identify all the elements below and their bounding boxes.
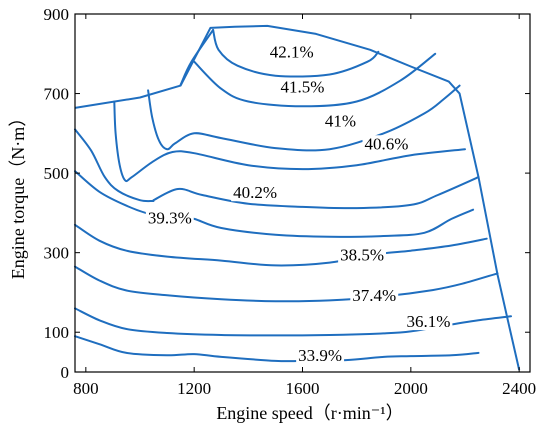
contour-line-40.2pct xyxy=(152,176,480,210)
contour-label-backdrop xyxy=(267,43,316,61)
x-tick-label: 2400 xyxy=(502,379,536,398)
contour-line-42.1pct xyxy=(212,28,380,78)
contour-label-backdrop xyxy=(338,246,387,264)
contour-line-41.5pct xyxy=(193,52,437,108)
x-tick-label: 800 xyxy=(73,379,99,398)
contour-line-38.5pct xyxy=(74,223,488,267)
y-tick-label: 300 xyxy=(44,244,70,263)
contour-label-backdrop xyxy=(362,135,411,153)
y-axis-title: Engine torque（N·m） xyxy=(8,109,28,279)
y-tick-label: 700 xyxy=(44,85,70,104)
y-tick-label: 900 xyxy=(44,5,70,24)
x-tick-label: 1200 xyxy=(177,379,211,398)
contour-label-backdrop xyxy=(145,209,194,227)
contour-lines xyxy=(74,24,521,371)
contour-label: 38.5% xyxy=(340,245,384,264)
contour-line-41.5pct xyxy=(179,28,215,86)
contour-label: 41.5% xyxy=(281,77,325,96)
max-torque-boundary xyxy=(74,24,521,371)
contour-label-backdrop xyxy=(296,346,345,364)
contour-label-backdrop xyxy=(404,313,453,331)
contour-labels: 42.1% 41.5%41% 40.6% 40.2% 39.3% 38.5% 37.4% 36… xyxy=(145,42,453,365)
contour-label: 40.6% xyxy=(364,134,408,153)
contour-label: 42.1% xyxy=(270,42,314,61)
contour-label: 33.9% xyxy=(298,346,342,365)
contour-line-37.4pct xyxy=(74,265,499,303)
contour-line-41pct xyxy=(147,84,461,152)
contour-line-39.3pct xyxy=(74,170,475,238)
x-tick-label: 1600 xyxy=(286,379,320,398)
contour-label: 41% xyxy=(325,112,356,131)
y-tick-label: 500 xyxy=(44,164,70,183)
contour-line-40.6pct xyxy=(113,100,466,183)
contour-label: 39.3% xyxy=(148,209,192,228)
contour-label-backdrop xyxy=(231,184,280,202)
contour-line-40.2pct xyxy=(74,128,155,203)
contour-label-backdrop xyxy=(278,78,327,96)
contour-line-33.9pct xyxy=(74,335,480,363)
axis-ticks: 800 1200 1600 2000 2400 0 100 300 500 700 900 xyxy=(44,5,537,398)
contour-label: 36.1% xyxy=(406,312,450,331)
contour-label: 37.4% xyxy=(352,286,396,305)
y-tick-label: 100 xyxy=(44,323,70,342)
contour-label-backdrop xyxy=(350,287,399,305)
x-tick-label: 2000 xyxy=(394,379,428,398)
x-axis-title: Engine speed（r·min⁻¹） xyxy=(216,403,403,423)
contour-label-backdrop xyxy=(322,112,359,130)
contour-label: 40.2% xyxy=(233,183,277,202)
y-tick-label: 0 xyxy=(61,363,70,382)
